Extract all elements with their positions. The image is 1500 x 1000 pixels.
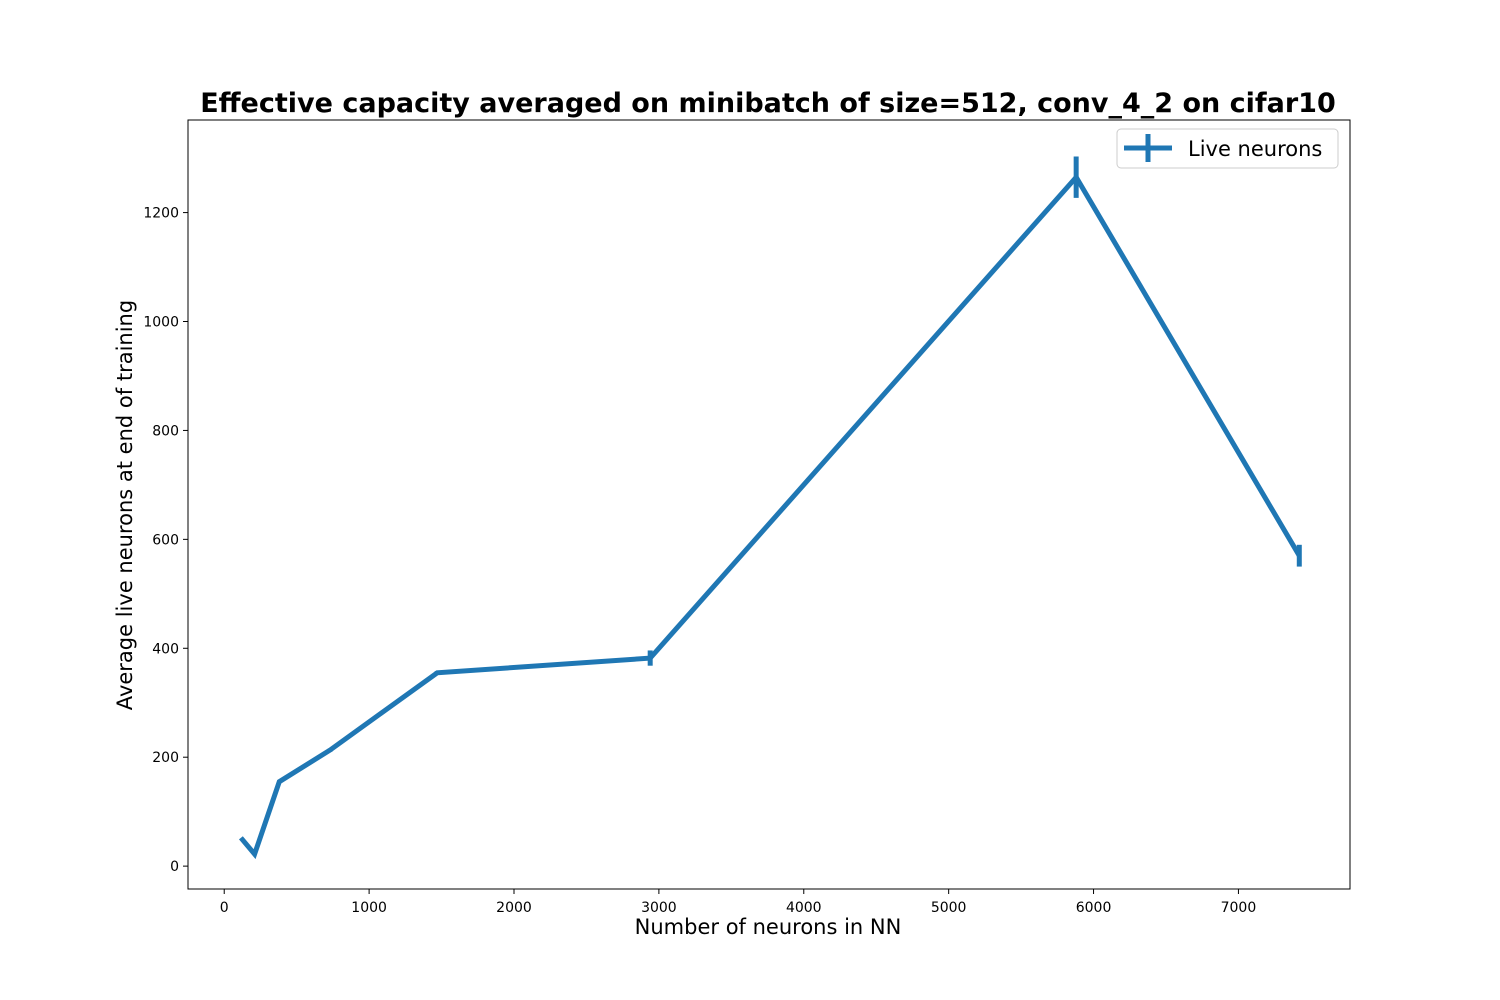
x-tick-label: 1000 [351, 900, 387, 916]
legend-box [1116, 128, 1339, 169]
y-tick-label: 600 [152, 532, 179, 548]
y-tick-label: 0 [170, 859, 179, 875]
series-line-live-neurons [238, 172, 1302, 860]
y-tick-label: 400 [152, 641, 179, 657]
x-tick-label: 4000 [786, 900, 822, 916]
x-tick-label: 3000 [641, 900, 677, 916]
series-layer [238, 156, 1302, 860]
x-axis-label: Number of neurons in NN [635, 915, 902, 939]
legend: Live neurons [1116, 128, 1339, 169]
y-axis-ticks: 0 200 400 600 800 1000 1200 [143, 206, 188, 875]
x-tick-label: 7000 [1221, 900, 1257, 916]
x-axis-ticks: 0 1000 2000 3000 4000 5000 6000 7000 [220, 889, 1256, 916]
x-tick-label: 6000 [1076, 900, 1112, 916]
plot-area [188, 120, 1350, 889]
y-tick-label: 800 [152, 423, 179, 439]
plot-frame [187, 119, 1351, 890]
y-tick-label: 1200 [143, 206, 179, 222]
x-tick-label: 0 [220, 900, 229, 916]
y-tick-label: 200 [152, 750, 179, 766]
legend-label-live-neurons: Live neurons [1188, 137, 1322, 161]
y-axis-label: Average live neurons at end of training [113, 300, 137, 710]
y-tick-label: 1000 [143, 315, 179, 331]
x-tick-label: 2000 [496, 900, 532, 916]
chart-title: Effective capacity averaged on minibatch… [200, 88, 1336, 119]
x-tick-label: 5000 [931, 900, 967, 916]
